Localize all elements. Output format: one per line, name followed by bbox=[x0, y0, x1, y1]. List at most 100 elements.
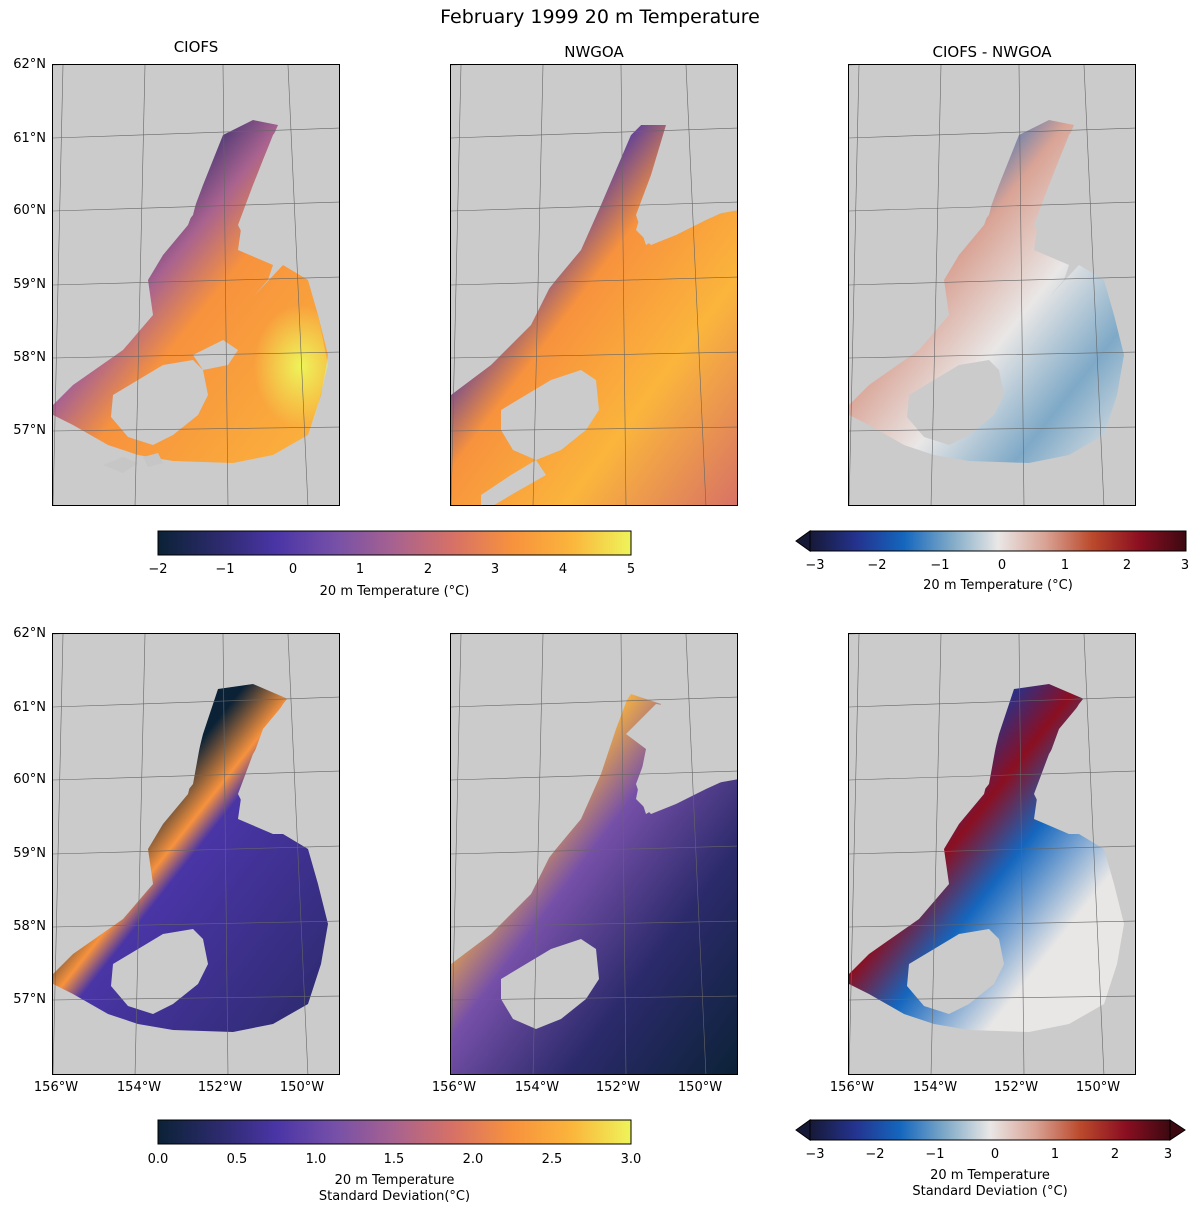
map-ciofs-temperature bbox=[52, 64, 340, 506]
ocean-domain-ciofs-std bbox=[53, 684, 328, 1032]
kodiak-island-diff bbox=[907, 360, 1004, 445]
colorbar-stddev-difference-ticks: −3 −2 −1 0 1 2 3 bbox=[795, 1147, 1190, 1165]
tick-temp-neg1: −1 bbox=[215, 562, 235, 577]
tick-sdiff-neg1: −1 bbox=[925, 1147, 945, 1162]
tick-sdiff-neg3: −3 bbox=[805, 1147, 825, 1162]
cook-inlet-coast bbox=[53, 65, 339, 395]
map-nwgoa-stddev-graphic bbox=[451, 634, 737, 1074]
lon-label-154w-p3: 154°W bbox=[912, 1080, 958, 1095]
coastline-diff bbox=[849, 65, 1135, 395]
alaska-peninsula-islands bbox=[103, 453, 163, 473]
lat-label-61n-bottom: 61°N bbox=[13, 700, 46, 715]
coastline-nwgoa bbox=[451, 65, 737, 390]
kodiak-island bbox=[111, 360, 208, 445]
tick-temp-2: 2 bbox=[423, 562, 433, 577]
colorbar-temperature-difference-ticks: −3 −2 −1 0 1 2 3 bbox=[795, 558, 1200, 576]
colorbar-stddev-difference-label: 20 m Temperature Standard Deviation (°C) bbox=[810, 1168, 1170, 1200]
colorbar-stddev-label-line1: 20 m Temperature bbox=[334, 1173, 455, 1188]
graticule-ciofs-std bbox=[53, 634, 339, 1074]
lon-label-154w-p1: 154°W bbox=[116, 1080, 162, 1095]
kodiak-island-nwgoa bbox=[501, 370, 599, 460]
tick-tdiff-2: 2 bbox=[1122, 558, 1132, 573]
tick-std-0: 0.0 bbox=[147, 1152, 169, 1167]
ocean-domain-diff-std bbox=[849, 684, 1124, 1032]
tick-tdiff-0: 0 bbox=[997, 558, 1007, 573]
tick-sdiff-2: 2 bbox=[1110, 1147, 1120, 1162]
colorbar-temperature-graphic bbox=[157, 530, 632, 556]
colorbar-stddev-difference-label-line2: Standard Deviation (°C) bbox=[912, 1184, 1068, 1199]
tick-sdiff-3: 3 bbox=[1163, 1147, 1173, 1162]
afognak-island bbox=[193, 340, 238, 370]
colorbar-stddev-difference-graphic bbox=[795, 1119, 1186, 1141]
graticule-ciofs bbox=[53, 65, 339, 505]
colorbar-temperature bbox=[157, 530, 632, 556]
tick-tdiff-neg3: −3 bbox=[805, 558, 825, 573]
column-title-ciofs: CIOFS bbox=[173, 38, 219, 56]
colorbar-stddev-ticks: 0.0 0.5 1.0 1.5 2.0 2.5 3.0 bbox=[138, 1152, 651, 1170]
tick-temp-1: 1 bbox=[355, 562, 365, 577]
map-difference-temperature bbox=[848, 64, 1136, 506]
lat-label-57n-top: 57°N bbox=[13, 423, 46, 438]
map-nwgoa-temperature-graphic bbox=[451, 65, 737, 505]
lat-label-60n-bottom: 60°N bbox=[13, 772, 46, 787]
tick-tdiff-3: 3 bbox=[1180, 558, 1190, 573]
lon-label-156w-p2: 156°W bbox=[431, 1080, 477, 1095]
lon-label-156w-p1: 156°W bbox=[33, 1080, 79, 1095]
lon-label-152w-p2: 152°W bbox=[595, 1080, 641, 1095]
map-difference-stddev bbox=[848, 633, 1136, 1075]
colorbar-stddev-label-line2: Standard Deviation(°C) bbox=[318, 1189, 471, 1204]
tick-std-20: 2.0 bbox=[462, 1152, 484, 1167]
colorbar-stddev-graphic bbox=[157, 1119, 632, 1145]
coastline-diff-std bbox=[849, 634, 1135, 964]
lat-label-59n-bottom: 59°N bbox=[13, 846, 46, 861]
tick-std-30: 3.0 bbox=[620, 1152, 642, 1167]
tick-std-25: 2.5 bbox=[541, 1152, 563, 1167]
kodiak-island-ciofs-std bbox=[111, 929, 208, 1014]
lon-label-154w-p2: 154°W bbox=[514, 1080, 560, 1095]
map-ciofs-stddev-graphic bbox=[53, 634, 339, 1074]
coastline-nwgoa-std bbox=[451, 634, 737, 959]
tick-temp-5: 5 bbox=[626, 562, 636, 577]
alaska-peninsula-nwgoa bbox=[481, 460, 546, 505]
lon-label-152w-p1: 152°W bbox=[197, 1080, 243, 1095]
graticule-nwgoa-std bbox=[451, 634, 737, 1074]
lat-label-62n-top: 62°N bbox=[13, 57, 46, 72]
map-nwgoa-stddev bbox=[450, 633, 738, 1075]
lat-label-60n-top: 60°N bbox=[13, 203, 46, 218]
lat-label-59n-top: 59°N bbox=[13, 277, 46, 292]
graticule-diff-std bbox=[849, 634, 1135, 1074]
kodiak-island-nwgoa-std bbox=[501, 939, 599, 1029]
lat-label-58n-bottom: 58°N bbox=[13, 919, 46, 934]
tick-temp-3: 3 bbox=[490, 562, 500, 577]
figure-title: February 1999 20 m Temperature bbox=[440, 6, 760, 28]
column-title-difference: CIOFS - NWGOA bbox=[932, 43, 1052, 61]
colorbar-stddev-label: 20 m Temperature Standard Deviation(°C) bbox=[158, 1173, 631, 1205]
map-difference-stddev-graphic bbox=[849, 634, 1135, 1074]
colorbar-stddev bbox=[157, 1119, 632, 1145]
map-ciofs-stddev bbox=[52, 633, 340, 1075]
lon-label-152w-p3: 152°W bbox=[993, 1080, 1039, 1095]
tick-temp-0: 0 bbox=[288, 562, 298, 577]
coastline-ciofs-std bbox=[53, 634, 339, 964]
tick-temp-4: 4 bbox=[558, 562, 568, 577]
ocean-domain-diff bbox=[849, 120, 1124, 463]
lon-label-150w-p3: 150°W bbox=[1075, 1080, 1121, 1095]
column-title-nwgoa: NWGOA bbox=[564, 43, 624, 61]
colorbar-temperature-difference-graphic bbox=[795, 530, 1187, 552]
graticule-diff bbox=[849, 65, 1135, 505]
graticule-nwgoa bbox=[451, 65, 737, 505]
colorbar-temperature-difference-label: 20 m Temperature (°C) bbox=[923, 578, 1073, 593]
colorbar-temperature-label: 20 m Temperature (°C) bbox=[319, 584, 470, 599]
tick-sdiff-1: 1 bbox=[1050, 1147, 1060, 1162]
colorbar-stddev-difference-label-line1: 20 m Temperature bbox=[930, 1168, 1050, 1183]
tick-std-10: 1.0 bbox=[305, 1152, 327, 1167]
lon-label-156w-p3: 156°W bbox=[829, 1080, 875, 1095]
lon-label-150w-p2: 150°W bbox=[677, 1080, 723, 1095]
tick-tdiff-neg2: −2 bbox=[867, 558, 887, 573]
tick-tdiff-1: 1 bbox=[1060, 558, 1070, 573]
tick-std-05: 0.5 bbox=[226, 1152, 248, 1167]
tick-tdiff-neg1: −1 bbox=[930, 558, 950, 573]
tick-sdiff-0: 0 bbox=[990, 1147, 1000, 1162]
lon-label-150w-p1: 150°W bbox=[279, 1080, 325, 1095]
lat-label-61n-top: 61°N bbox=[13, 131, 46, 146]
